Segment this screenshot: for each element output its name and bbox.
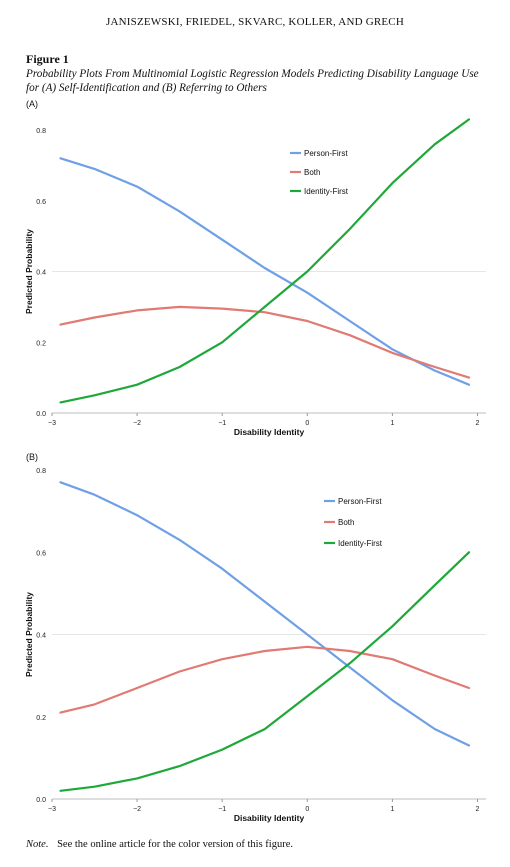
x-tick-label-a: 2: [476, 420, 480, 427]
y-tick-label-a: 0.6: [36, 199, 46, 206]
caption-line-1: Probability Plots From Multinomial Logis…: [26, 68, 479, 80]
series-line-both-a: [59, 305, 471, 379]
y-tick-label-a: 0.8: [36, 128, 46, 135]
panel-label-b: (B): [26, 452, 38, 462]
note-text: See the online article for the color ver…: [57, 839, 293, 850]
x-tick-label-b: −2: [133, 806, 141, 813]
x-tick-label-b: 0: [305, 806, 309, 813]
series-line-identity-first-b: [59, 551, 471, 792]
x-axis-title-b: Disability Identity: [234, 813, 305, 823]
running-head: JANISZEWSKI, FRIEDEL, SKVARC, KOLLER, AN…: [106, 16, 404, 28]
y-tick-label-b: 0.0: [36, 797, 46, 804]
x-tick-label-a: −1: [218, 420, 226, 427]
figure-note: Note. See the online article for the col…: [26, 839, 293, 850]
y-tick-label-b: 0.2: [36, 715, 46, 722]
x-tick-label-a: −2: [133, 420, 141, 427]
y-tick-label-a: 0.0: [36, 411, 46, 418]
figure-caption: Probability Plots From Multinomial Logis…: [26, 67, 496, 95]
legend-label-both-a: Both: [304, 168, 320, 177]
series-line-person-first-a: [59, 157, 471, 386]
x-tick-label-b: 1: [390, 806, 394, 813]
x-axis-title-a: Disability Identity: [234, 427, 305, 437]
legend-label-person-first-b: Person-First: [338, 497, 382, 506]
y-tick-label-b: 0.4: [36, 633, 46, 640]
figure-label: Figure 1: [26, 52, 69, 66]
y-tick-label-a: 0.2: [36, 340, 46, 347]
series-line-both-b: [59, 645, 471, 714]
caption-line-2: for (A) Self-Identification and (B) Refe…: [26, 82, 267, 94]
y-tick-label-b: 0.6: [36, 550, 46, 557]
legend-label-person-first-a: Person-First: [304, 149, 348, 158]
y-tick-label-a: 0.4: [36, 270, 46, 277]
x-tick-label-a: 1: [390, 420, 394, 427]
x-tick-label-a: −3: [48, 420, 56, 427]
note-label: Note.: [26, 839, 49, 850]
legend-label-both-b: Both: [338, 518, 354, 527]
legend-label-identity-first-b: Identity-First: [338, 539, 383, 548]
y-tick-label-b: 0.8: [36, 468, 46, 475]
series-line-identity-first-a: [59, 118, 471, 404]
x-tick-label-b: −3: [48, 806, 56, 813]
legend-label-identity-first-a: Identity-First: [304, 187, 349, 196]
panel-label-a: (A): [26, 99, 38, 109]
x-tick-label-b: 2: [476, 806, 480, 813]
y-axis-title-a: Predicted Probability: [24, 229, 34, 314]
x-tick-label-a: 0: [305, 420, 309, 427]
series-line-person-first-b: [59, 481, 471, 747]
x-tick-label-b: −1: [218, 806, 226, 813]
y-axis-title-b: Predicted Probability: [24, 592, 34, 677]
